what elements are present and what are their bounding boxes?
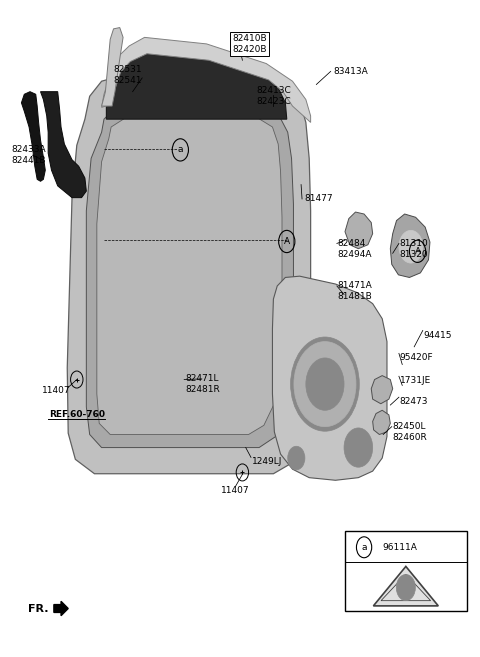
Polygon shape [273, 276, 387, 480]
Polygon shape [22, 92, 45, 181]
Text: 81310
81320: 81310 81320 [400, 238, 429, 259]
Polygon shape [102, 37, 311, 122]
FancyArrow shape [54, 601, 68, 616]
Text: 11407: 11407 [42, 386, 71, 395]
Polygon shape [86, 101, 293, 447]
Text: FR.: FR. [28, 604, 48, 614]
Circle shape [288, 446, 305, 470]
Polygon shape [373, 566, 438, 606]
Text: 82450L
82460R: 82450L 82460R [393, 422, 428, 442]
Polygon shape [372, 410, 390, 434]
Text: 82471L
82481R: 82471L 82481R [185, 374, 220, 394]
Text: 1731JE: 1731JE [400, 376, 431, 386]
Text: 82484
82494A: 82484 82494A [338, 238, 372, 259]
Polygon shape [371, 376, 393, 404]
Text: 95420F: 95420F [400, 353, 433, 363]
Text: a: a [178, 145, 183, 154]
Text: 82531
82541: 82531 82541 [114, 64, 142, 85]
Text: 94415: 94415 [424, 330, 452, 340]
Text: A: A [414, 247, 420, 256]
Text: 82433A
82441B: 82433A 82441B [11, 145, 46, 165]
Polygon shape [102, 28, 123, 106]
Polygon shape [67, 68, 311, 474]
Circle shape [306, 358, 344, 410]
Polygon shape [97, 114, 282, 434]
Circle shape [399, 231, 423, 263]
Text: a: a [361, 543, 367, 552]
Text: 82413C
82423C: 82413C 82423C [257, 86, 291, 106]
Text: 1249LJ: 1249LJ [252, 457, 282, 466]
Text: 81471A
81481B: 81471A 81481B [338, 281, 372, 301]
Text: 96111A: 96111A [382, 543, 417, 552]
Text: 11407: 11407 [221, 486, 250, 495]
Text: A: A [284, 237, 290, 246]
Text: 82410B
82420B: 82410B 82420B [232, 34, 267, 54]
Text: 82473: 82473 [400, 397, 428, 406]
Text: REF.60-760: REF.60-760 [49, 411, 105, 419]
Polygon shape [345, 212, 372, 249]
Text: 81477: 81477 [304, 194, 333, 204]
Circle shape [294, 342, 356, 426]
Polygon shape [107, 49, 287, 119]
Circle shape [290, 337, 360, 431]
FancyBboxPatch shape [345, 532, 467, 611]
Polygon shape [40, 92, 86, 198]
Circle shape [344, 428, 372, 467]
Polygon shape [390, 214, 430, 277]
Circle shape [396, 574, 415, 600]
Text: 83413A: 83413A [333, 67, 368, 76]
